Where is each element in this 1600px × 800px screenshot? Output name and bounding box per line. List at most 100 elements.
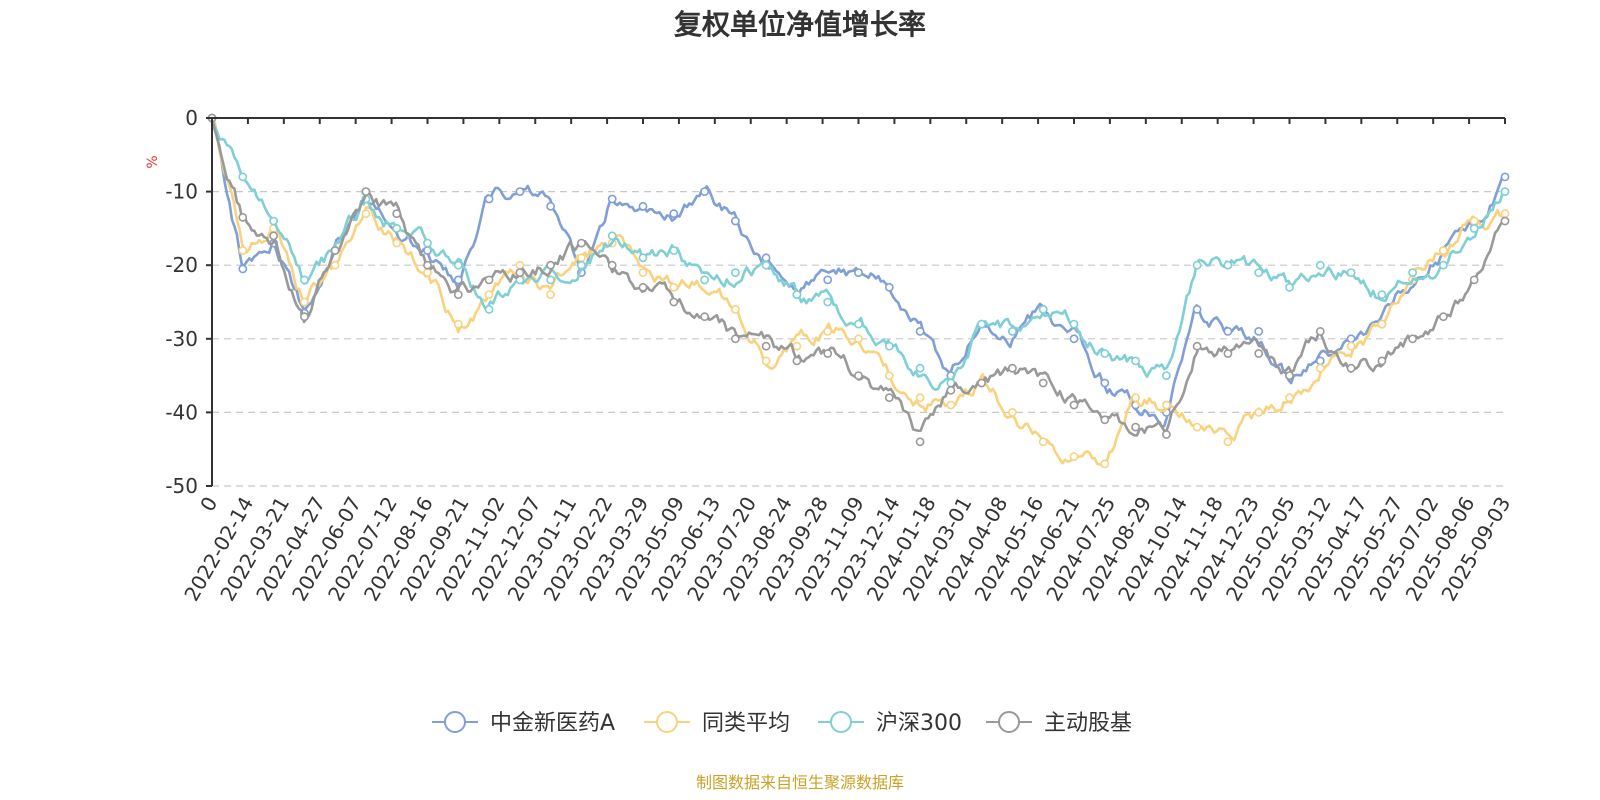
data-point (1377, 356, 1387, 366)
data-point (884, 341, 894, 351)
data-point (823, 275, 833, 285)
data-point (1377, 319, 1387, 329)
chart-title: 复权单位净值增长率 (674, 8, 926, 41)
data-point (1100, 349, 1110, 358)
data-point (669, 282, 679, 292)
data-point (1192, 422, 1202, 432)
legend-item[interactable]: 中金新医药A (432, 711, 615, 736)
data-point (1315, 356, 1325, 366)
data-point (1315, 363, 1325, 373)
data-point (1069, 334, 1079, 344)
data-point (1223, 349, 1233, 358)
data-point (1500, 209, 1510, 219)
data-point (638, 268, 648, 277)
data-point (392, 238, 402, 248)
data-point (792, 290, 802, 299)
data-point (1469, 275, 1479, 285)
data-point (238, 172, 248, 182)
data-point (453, 275, 463, 285)
axes (206, 117, 1506, 487)
data-point (731, 334, 740, 344)
data-point (299, 275, 309, 285)
data-point (731, 304, 740, 314)
data-point (515, 187, 525, 196)
data-point (792, 341, 802, 351)
data-point (1008, 326, 1017, 336)
data-point (1439, 246, 1448, 255)
data-point (515, 268, 525, 277)
data-point (546, 275, 555, 285)
data-point (607, 260, 617, 270)
data-point (700, 312, 709, 322)
y-tick-label: -20 (165, 253, 198, 277)
x-tick-labels: 02022-02-142022-03-212022-04-272022-06-0… (179, 493, 1515, 606)
legend-item[interactable]: 同类平均 (644, 711, 790, 736)
data-point (946, 385, 956, 395)
data-point (546, 290, 555, 299)
data-point (1100, 415, 1110, 425)
data-point (484, 290, 494, 299)
data-point (269, 216, 278, 226)
data-point (577, 238, 586, 248)
data-point (823, 297, 833, 307)
y-tick-label: -10 (165, 180, 198, 204)
data-point (854, 334, 863, 344)
data-point (669, 209, 679, 219)
legend: 中金新医药A 同类平均 沪深300 主动股基 (432, 711, 1132, 736)
data-point (700, 187, 709, 196)
data-point (1285, 393, 1294, 403)
data-point (1162, 400, 1171, 410)
data-point (484, 275, 494, 285)
data-point (1315, 326, 1325, 336)
data-point (1223, 326, 1233, 336)
data-point (1254, 268, 1264, 277)
data-point (1346, 363, 1356, 373)
data-point (854, 371, 863, 380)
data-point (238, 246, 248, 255)
data-point (1500, 216, 1510, 226)
data-point (361, 209, 371, 219)
data-point (669, 297, 679, 307)
data-point (915, 393, 925, 403)
data-point (731, 216, 740, 226)
data-point (669, 246, 679, 255)
data-point (546, 260, 555, 270)
legend-circle-icon (444, 711, 466, 733)
data-point (1069, 400, 1079, 410)
data-point (1377, 290, 1387, 299)
data-point (361, 187, 371, 196)
data-point (1192, 304, 1202, 314)
data-point (761, 260, 771, 270)
data-point (1500, 187, 1510, 196)
data-point (577, 253, 586, 263)
data-point (977, 378, 986, 388)
data-point (823, 326, 833, 336)
data-point (1038, 304, 1048, 314)
legend-item[interactable]: 沪深300 (818, 711, 962, 736)
legend-circle-icon (656, 711, 678, 733)
data-point (453, 319, 463, 329)
data-point (484, 194, 494, 204)
data-point (484, 304, 494, 314)
data-point (1131, 356, 1140, 366)
legend-label: 主动股基 (1044, 711, 1132, 736)
data-point (1254, 349, 1264, 358)
data-point (1162, 371, 1171, 380)
data-point (453, 260, 463, 270)
data-point (638, 282, 648, 292)
data-point (1100, 459, 1110, 469)
data-point (761, 356, 771, 366)
data-point (1192, 341, 1202, 351)
legend-circle-icon (830, 711, 852, 733)
legend-item[interactable]: 主动股基 (986, 711, 1132, 736)
data-point (854, 319, 863, 329)
data-point (1223, 260, 1233, 270)
data-point (423, 238, 432, 248)
data-point (1285, 282, 1294, 292)
data-point (1408, 334, 1417, 344)
data-point (1254, 326, 1264, 336)
data-point (884, 393, 894, 403)
data-point (392, 209, 402, 219)
data-point (1008, 363, 1017, 373)
data-point (1038, 378, 1048, 388)
